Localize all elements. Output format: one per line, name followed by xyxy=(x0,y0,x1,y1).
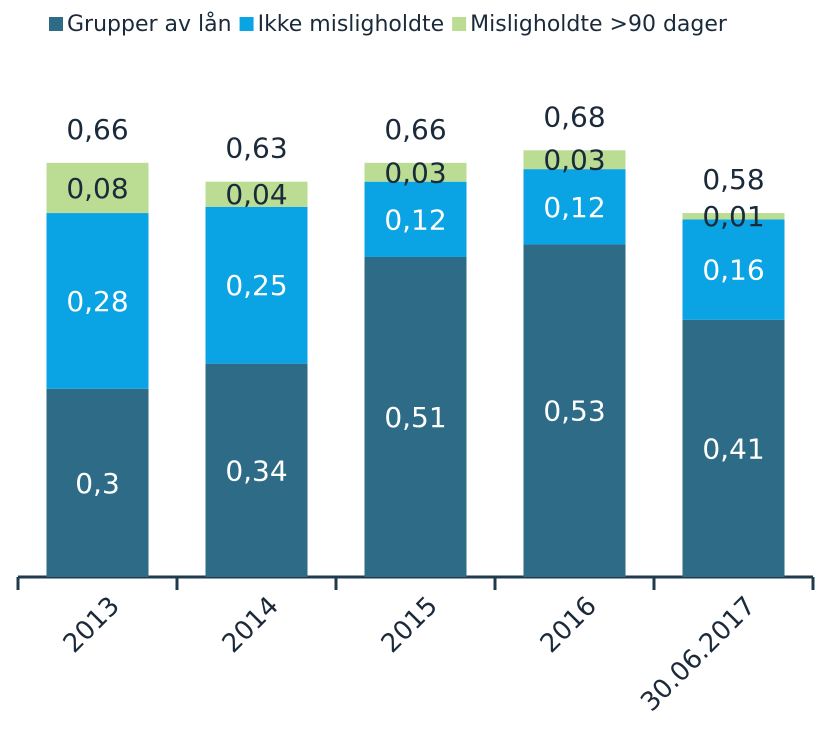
data-label: 0,12 xyxy=(543,191,605,224)
x-tick-label: 2014 xyxy=(217,591,285,659)
bar-segment xyxy=(364,181,467,257)
legend-swatch xyxy=(452,17,467,31)
total-label: 0,66 xyxy=(384,113,446,146)
bar-segment xyxy=(682,213,785,220)
legend-label: Misligholdte >90 dager xyxy=(470,12,728,37)
legend-label: Grupper av lån xyxy=(67,11,232,37)
bar-segment xyxy=(205,181,308,207)
bar-segment xyxy=(523,169,626,245)
bar-segment xyxy=(46,388,149,577)
data-label: 0,08 xyxy=(66,172,128,205)
data-label: 0,53 xyxy=(543,395,605,428)
bar-segment xyxy=(682,219,785,320)
bar-segment xyxy=(364,162,467,182)
x-tick-label: 30.06.2017 xyxy=(635,591,761,717)
bar-segment xyxy=(523,244,626,578)
bar-segment xyxy=(682,319,785,577)
legend-label: Ikke misligholdte xyxy=(258,12,445,37)
data-label: 0,12 xyxy=(384,203,446,236)
bar-segment xyxy=(523,150,626,170)
data-label: 0,25 xyxy=(225,269,287,302)
data-label: 0,51 xyxy=(384,401,446,434)
x-tick-label: 2016 xyxy=(535,591,603,659)
total-label: 0,58 xyxy=(702,163,764,196)
data-label: 0,3 xyxy=(75,467,120,500)
data-label: 0,03 xyxy=(384,156,446,189)
legend-swatch xyxy=(49,17,63,31)
data-label: 0,16 xyxy=(702,254,764,287)
x-tick-label: 2015 xyxy=(376,591,444,659)
data-label: 0,03 xyxy=(543,144,605,177)
bar-segment xyxy=(205,206,308,364)
data-label: 0,01 xyxy=(702,200,764,233)
total-label: 0,63 xyxy=(225,132,287,165)
bar-segment xyxy=(46,162,149,214)
total-label: 0,66 xyxy=(66,113,128,146)
data-label: 0,41 xyxy=(702,432,764,465)
bar-segment xyxy=(46,213,149,389)
x-tick-label: 2013 xyxy=(58,591,126,659)
data-label: 0,04 xyxy=(225,178,287,211)
data-label: 0,28 xyxy=(66,285,128,318)
legend-swatch xyxy=(239,17,254,31)
total-label: 0,68 xyxy=(543,100,605,133)
data-label: 0,34 xyxy=(225,454,287,487)
bar-segment xyxy=(364,256,467,577)
bar-segment xyxy=(205,363,308,577)
